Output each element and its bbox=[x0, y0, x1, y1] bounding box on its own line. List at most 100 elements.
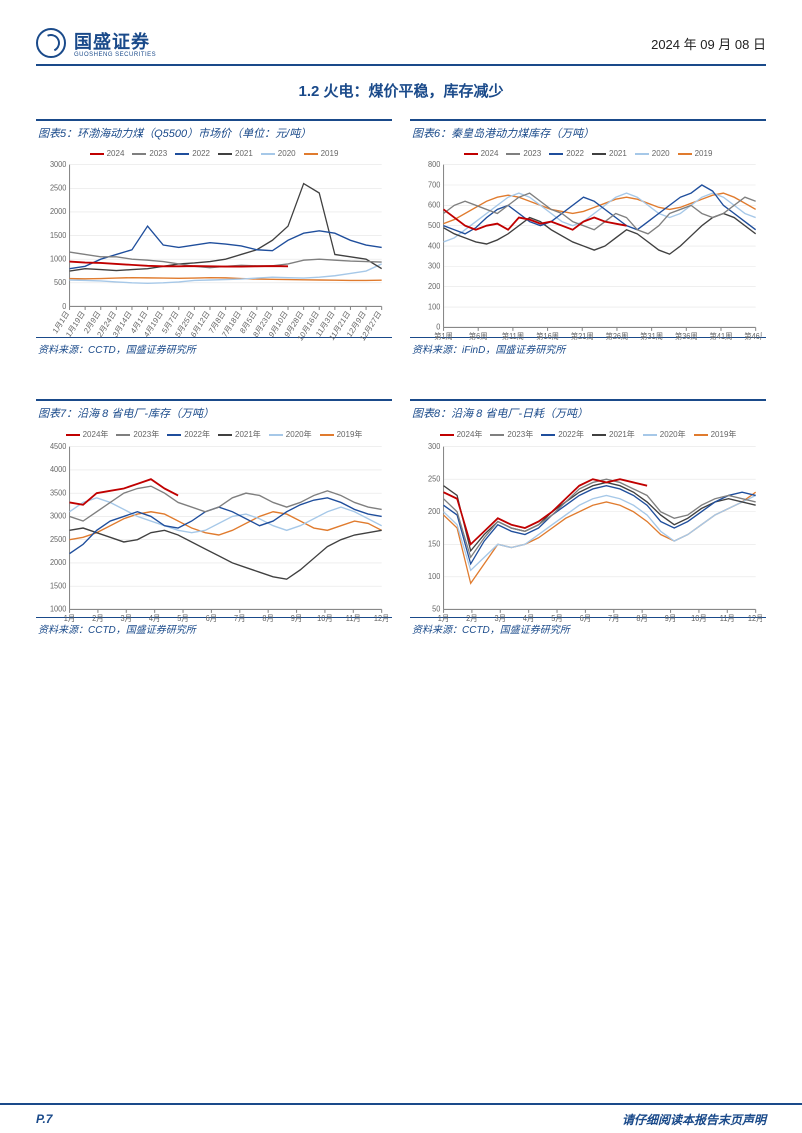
legend-swatch bbox=[541, 434, 555, 436]
svg-text:6月: 6月 bbox=[206, 614, 217, 623]
svg-text:12月: 12月 bbox=[374, 614, 388, 623]
svg-text:2500: 2500 bbox=[50, 183, 66, 192]
chart-block: 图表8：沿海 8 省电厂-日耗（万吨）2024年2023年2022年2021年2… bbox=[410, 399, 766, 639]
svg-text:4500: 4500 bbox=[50, 442, 66, 451]
svg-text:300: 300 bbox=[428, 261, 440, 270]
svg-text:第11周: 第11周 bbox=[502, 331, 524, 341]
legend-label: 2023 bbox=[523, 149, 541, 158]
svg-text:4000: 4000 bbox=[50, 465, 66, 474]
svg-text:10月: 10月 bbox=[317, 614, 333, 623]
svg-text:250: 250 bbox=[428, 474, 440, 483]
legend-item: 2020 bbox=[261, 149, 296, 158]
legend-swatch bbox=[549, 153, 563, 155]
chart-grid: 图表5：环渤海动力煤（Q5500）市场价（单位：元/吨） 2024 2023 2022… bbox=[36, 119, 766, 639]
svg-text:2000: 2000 bbox=[50, 207, 66, 216]
legend-label: 2020年 bbox=[660, 429, 686, 440]
svg-text:3000: 3000 bbox=[50, 160, 66, 169]
svg-text:第16周: 第16周 bbox=[536, 331, 559, 341]
svg-text:1500: 1500 bbox=[50, 231, 66, 240]
legend-swatch bbox=[269, 434, 283, 436]
legend-swatch bbox=[304, 153, 318, 155]
chart-title: 图表5：环渤海动力煤（Q5500）市场价（单位：元/吨） bbox=[36, 121, 392, 145]
legend-item: 2024 bbox=[464, 149, 499, 158]
company-name-en: GUOSHENG SECURITIES bbox=[74, 52, 156, 58]
legend-label: 2021年 bbox=[609, 429, 635, 440]
legend-item: 2019年 bbox=[320, 429, 363, 440]
svg-text:400: 400 bbox=[428, 241, 440, 250]
legend-swatch bbox=[167, 434, 181, 436]
report-date: 2024 年 09 月 08 日 bbox=[651, 34, 766, 53]
legend-swatch bbox=[678, 153, 692, 155]
legend-swatch bbox=[643, 434, 657, 436]
svg-text:700: 700 bbox=[428, 180, 440, 189]
legend-item: 2022 bbox=[549, 149, 584, 158]
svg-text:3月: 3月 bbox=[495, 614, 506, 623]
chart-block: 图表5：环渤海动力煤（Q5500）市场价（单位：元/吨）202420232022… bbox=[36, 119, 392, 359]
svg-text:200: 200 bbox=[428, 507, 440, 516]
series-line-2021 bbox=[444, 482, 756, 550]
svg-text:3000: 3000 bbox=[50, 511, 66, 520]
legend-label: 2024年 bbox=[457, 429, 483, 440]
legend-label: 2021年 bbox=[235, 429, 261, 440]
chart-block: 图表7：沿海 8 省电厂-库存（万吨）2024年2023年2022年2021年2… bbox=[36, 399, 392, 639]
legend-swatch bbox=[320, 434, 334, 436]
series-line-2019 bbox=[70, 512, 382, 540]
legend-label: 2023年 bbox=[133, 429, 159, 440]
company-name-cn: 国盛证券 bbox=[74, 28, 156, 54]
footer-disclaimer: 请仔细阅读本报告末页声明 bbox=[622, 1111, 766, 1128]
legend-label: 2019年 bbox=[337, 429, 363, 440]
svg-text:4月: 4月 bbox=[149, 614, 160, 623]
svg-text:9月: 9月 bbox=[291, 614, 302, 623]
svg-text:1月: 1月 bbox=[64, 614, 75, 623]
chart-block: 图表6：秦皇岛港动力煤库存（万吨）20242023202220212020201… bbox=[410, 119, 766, 359]
legend-swatch bbox=[635, 153, 649, 155]
legend-swatch bbox=[218, 434, 232, 436]
legend-item: 2019 bbox=[678, 149, 713, 158]
series-line-2023 bbox=[70, 486, 382, 521]
series-line-2022 bbox=[70, 226, 382, 269]
legend-item: 2021年 bbox=[592, 429, 635, 440]
legend-label: 2022年 bbox=[184, 429, 210, 440]
chart-canvas: 2024年2023年2022年2021年2020年2019年1000150020… bbox=[36, 425, 392, 615]
legend-item: 2020 bbox=[635, 149, 670, 158]
legend-swatch bbox=[132, 153, 146, 155]
svg-text:7月: 7月 bbox=[234, 614, 245, 623]
chart-legend: 202420232022202120202019 bbox=[40, 149, 388, 158]
legend-item: 2020年 bbox=[269, 429, 312, 440]
svg-text:6月: 6月 bbox=[580, 614, 591, 623]
header: 国盛证券 GUOSHENG SECURITIES 2024 年 09 月 08 … bbox=[36, 28, 766, 66]
footer: P.7 请仔细阅读本报告末页声明 bbox=[0, 1103, 802, 1133]
svg-text:第46周: 第46周 bbox=[744, 331, 762, 341]
svg-text:2月: 2月 bbox=[92, 614, 103, 623]
legend-label: 2020 bbox=[278, 149, 296, 158]
legend-swatch bbox=[116, 434, 130, 436]
svg-text:2000: 2000 bbox=[50, 558, 66, 567]
svg-text:50: 50 bbox=[432, 604, 440, 613]
legend-label: 2022 bbox=[566, 149, 584, 158]
legend-label: 2022年 bbox=[558, 429, 584, 440]
svg-text:第31周: 第31周 bbox=[640, 331, 663, 341]
legend-swatch bbox=[694, 434, 708, 436]
legend-label: 2019年 bbox=[711, 429, 737, 440]
legend-label: 2024年 bbox=[83, 429, 109, 440]
page-number: P.7 bbox=[36, 1112, 52, 1126]
svg-text:200: 200 bbox=[428, 282, 440, 291]
legend-item: 2019 bbox=[304, 149, 339, 158]
legend-swatch bbox=[90, 153, 104, 155]
svg-text:第1周: 第1周 bbox=[434, 331, 453, 341]
legend-label: 2021 bbox=[609, 149, 627, 158]
legend-swatch bbox=[490, 434, 504, 436]
svg-text:1000: 1000 bbox=[50, 254, 66, 263]
svg-text:150: 150 bbox=[428, 539, 440, 548]
svg-text:0: 0 bbox=[436, 322, 440, 331]
section-title: 1.2 火电：煤价平稳，库存减少 bbox=[36, 80, 766, 101]
svg-text:600: 600 bbox=[428, 200, 440, 209]
svg-text:3500: 3500 bbox=[50, 488, 66, 497]
svg-text:第21周: 第21周 bbox=[571, 331, 594, 341]
chart-legend: 2024年 2023年 2022年 2021年 2020年 2019年 bbox=[40, 429, 388, 440]
svg-text:7月: 7月 bbox=[608, 614, 619, 623]
legend-swatch bbox=[592, 434, 606, 436]
svg-text:2月: 2月 bbox=[466, 614, 477, 623]
legend-item: 2022年 bbox=[541, 429, 584, 440]
legend-label: 2024 bbox=[481, 149, 499, 158]
